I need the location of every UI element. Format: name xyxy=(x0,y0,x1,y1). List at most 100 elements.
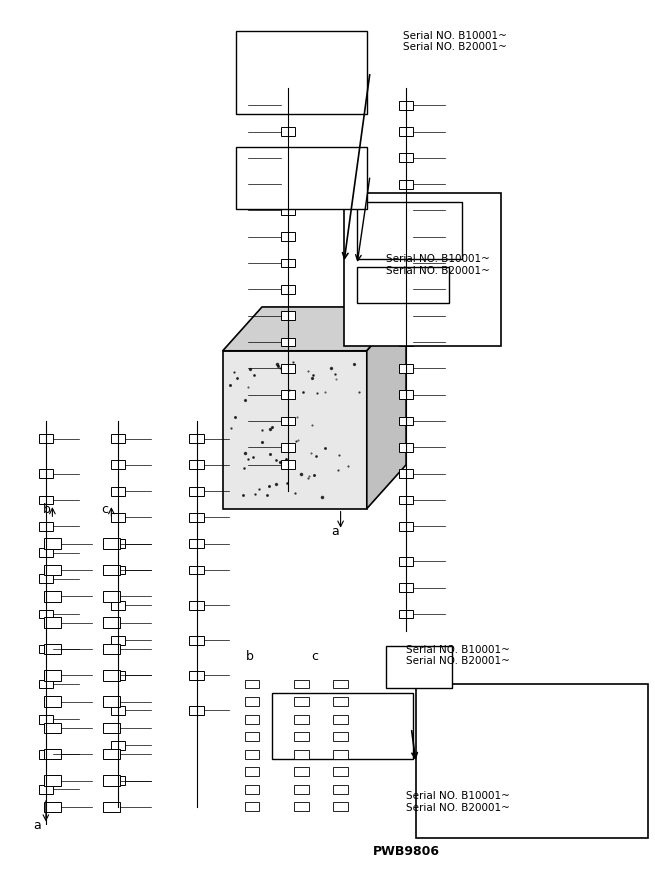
FancyBboxPatch shape xyxy=(103,696,119,707)
FancyBboxPatch shape xyxy=(333,750,348,759)
Polygon shape xyxy=(223,307,406,351)
FancyBboxPatch shape xyxy=(39,680,53,688)
FancyBboxPatch shape xyxy=(45,565,60,575)
FancyBboxPatch shape xyxy=(189,434,204,443)
FancyBboxPatch shape xyxy=(294,697,309,706)
FancyBboxPatch shape xyxy=(39,548,53,557)
FancyBboxPatch shape xyxy=(245,785,259,794)
FancyBboxPatch shape xyxy=(333,715,348,724)
FancyBboxPatch shape xyxy=(399,583,413,592)
FancyBboxPatch shape xyxy=(103,749,119,759)
FancyBboxPatch shape xyxy=(399,259,413,267)
Text: c: c xyxy=(311,650,318,662)
FancyBboxPatch shape xyxy=(245,680,259,688)
FancyBboxPatch shape xyxy=(45,670,60,681)
FancyBboxPatch shape xyxy=(189,671,204,680)
FancyBboxPatch shape xyxy=(399,417,413,425)
FancyBboxPatch shape xyxy=(399,443,413,452)
Text: Serial NO. B10001~
Serial NO. B20001~: Serial NO. B10001~ Serial NO. B20001~ xyxy=(406,791,510,813)
FancyBboxPatch shape xyxy=(294,767,309,776)
FancyBboxPatch shape xyxy=(189,460,204,469)
FancyBboxPatch shape xyxy=(189,539,204,548)
FancyBboxPatch shape xyxy=(245,767,259,776)
FancyBboxPatch shape xyxy=(236,31,367,114)
FancyBboxPatch shape xyxy=(189,487,204,496)
FancyBboxPatch shape xyxy=(281,206,295,215)
FancyBboxPatch shape xyxy=(333,767,348,776)
FancyBboxPatch shape xyxy=(399,311,413,320)
FancyBboxPatch shape xyxy=(39,496,53,504)
FancyBboxPatch shape xyxy=(386,646,452,688)
FancyBboxPatch shape xyxy=(45,617,60,628)
FancyBboxPatch shape xyxy=(111,487,125,496)
Text: a: a xyxy=(331,525,339,538)
FancyBboxPatch shape xyxy=(399,232,413,241)
FancyBboxPatch shape xyxy=(103,775,119,786)
FancyBboxPatch shape xyxy=(45,696,60,707)
FancyBboxPatch shape xyxy=(39,574,53,583)
FancyBboxPatch shape xyxy=(416,684,648,838)
FancyBboxPatch shape xyxy=(399,610,413,618)
FancyBboxPatch shape xyxy=(245,750,259,759)
FancyBboxPatch shape xyxy=(103,617,119,628)
FancyBboxPatch shape xyxy=(111,741,125,750)
FancyBboxPatch shape xyxy=(399,390,413,399)
FancyBboxPatch shape xyxy=(45,749,60,759)
FancyBboxPatch shape xyxy=(45,591,60,602)
FancyBboxPatch shape xyxy=(399,180,413,189)
FancyBboxPatch shape xyxy=(399,557,413,566)
FancyBboxPatch shape xyxy=(111,706,125,715)
FancyBboxPatch shape xyxy=(103,591,119,602)
FancyBboxPatch shape xyxy=(45,775,60,786)
FancyBboxPatch shape xyxy=(111,566,125,574)
FancyBboxPatch shape xyxy=(103,802,119,812)
FancyBboxPatch shape xyxy=(103,565,119,575)
FancyBboxPatch shape xyxy=(245,802,259,811)
FancyBboxPatch shape xyxy=(294,802,309,811)
FancyBboxPatch shape xyxy=(45,802,60,812)
FancyBboxPatch shape xyxy=(294,680,309,688)
FancyBboxPatch shape xyxy=(281,443,295,452)
FancyBboxPatch shape xyxy=(333,802,348,811)
FancyBboxPatch shape xyxy=(399,469,413,478)
FancyBboxPatch shape xyxy=(103,723,119,733)
FancyBboxPatch shape xyxy=(111,671,125,680)
FancyBboxPatch shape xyxy=(39,434,53,443)
FancyBboxPatch shape xyxy=(281,232,295,241)
FancyBboxPatch shape xyxy=(189,636,204,645)
FancyBboxPatch shape xyxy=(111,539,125,548)
FancyBboxPatch shape xyxy=(111,460,125,469)
Text: Serial NO. B10001~
Serial NO. B20001~: Serial NO. B10001~ Serial NO. B20001~ xyxy=(386,254,491,276)
FancyBboxPatch shape xyxy=(39,610,53,618)
FancyBboxPatch shape xyxy=(111,601,125,610)
FancyBboxPatch shape xyxy=(281,311,295,320)
FancyBboxPatch shape xyxy=(272,693,413,759)
FancyBboxPatch shape xyxy=(399,522,413,531)
FancyBboxPatch shape xyxy=(357,267,449,303)
FancyBboxPatch shape xyxy=(399,127,413,136)
FancyBboxPatch shape xyxy=(399,153,413,162)
Text: a: a xyxy=(33,819,41,831)
FancyBboxPatch shape xyxy=(189,601,204,610)
FancyBboxPatch shape xyxy=(281,338,295,346)
FancyBboxPatch shape xyxy=(39,715,53,724)
FancyBboxPatch shape xyxy=(281,259,295,267)
FancyBboxPatch shape xyxy=(281,101,295,110)
FancyBboxPatch shape xyxy=(399,496,413,504)
FancyBboxPatch shape xyxy=(111,636,125,645)
Text: Serial NO. B10001~
Serial NO. B20001~: Serial NO. B10001~ Serial NO. B20001~ xyxy=(403,31,507,53)
Text: c: c xyxy=(102,503,109,516)
FancyBboxPatch shape xyxy=(111,776,125,785)
FancyBboxPatch shape xyxy=(39,750,53,759)
FancyBboxPatch shape xyxy=(111,513,125,522)
FancyBboxPatch shape xyxy=(281,180,295,189)
FancyBboxPatch shape xyxy=(45,723,60,733)
Text: b: b xyxy=(43,503,50,516)
FancyBboxPatch shape xyxy=(294,750,309,759)
FancyBboxPatch shape xyxy=(245,697,259,706)
FancyBboxPatch shape xyxy=(294,715,309,724)
FancyBboxPatch shape xyxy=(189,566,204,574)
FancyBboxPatch shape xyxy=(333,697,348,706)
FancyBboxPatch shape xyxy=(399,338,413,346)
FancyBboxPatch shape xyxy=(399,364,413,373)
